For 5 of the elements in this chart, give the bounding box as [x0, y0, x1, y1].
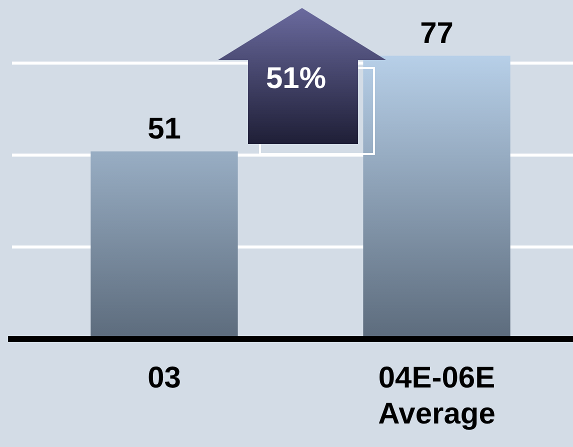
data-label: 77: [420, 17, 454, 50]
data-label: 51: [148, 112, 181, 146]
x-tick-label: 04E-06E Average: [378, 361, 496, 430]
x-tick-label: 03: [148, 361, 181, 394]
annotation: 51%: [264, 62, 328, 96]
